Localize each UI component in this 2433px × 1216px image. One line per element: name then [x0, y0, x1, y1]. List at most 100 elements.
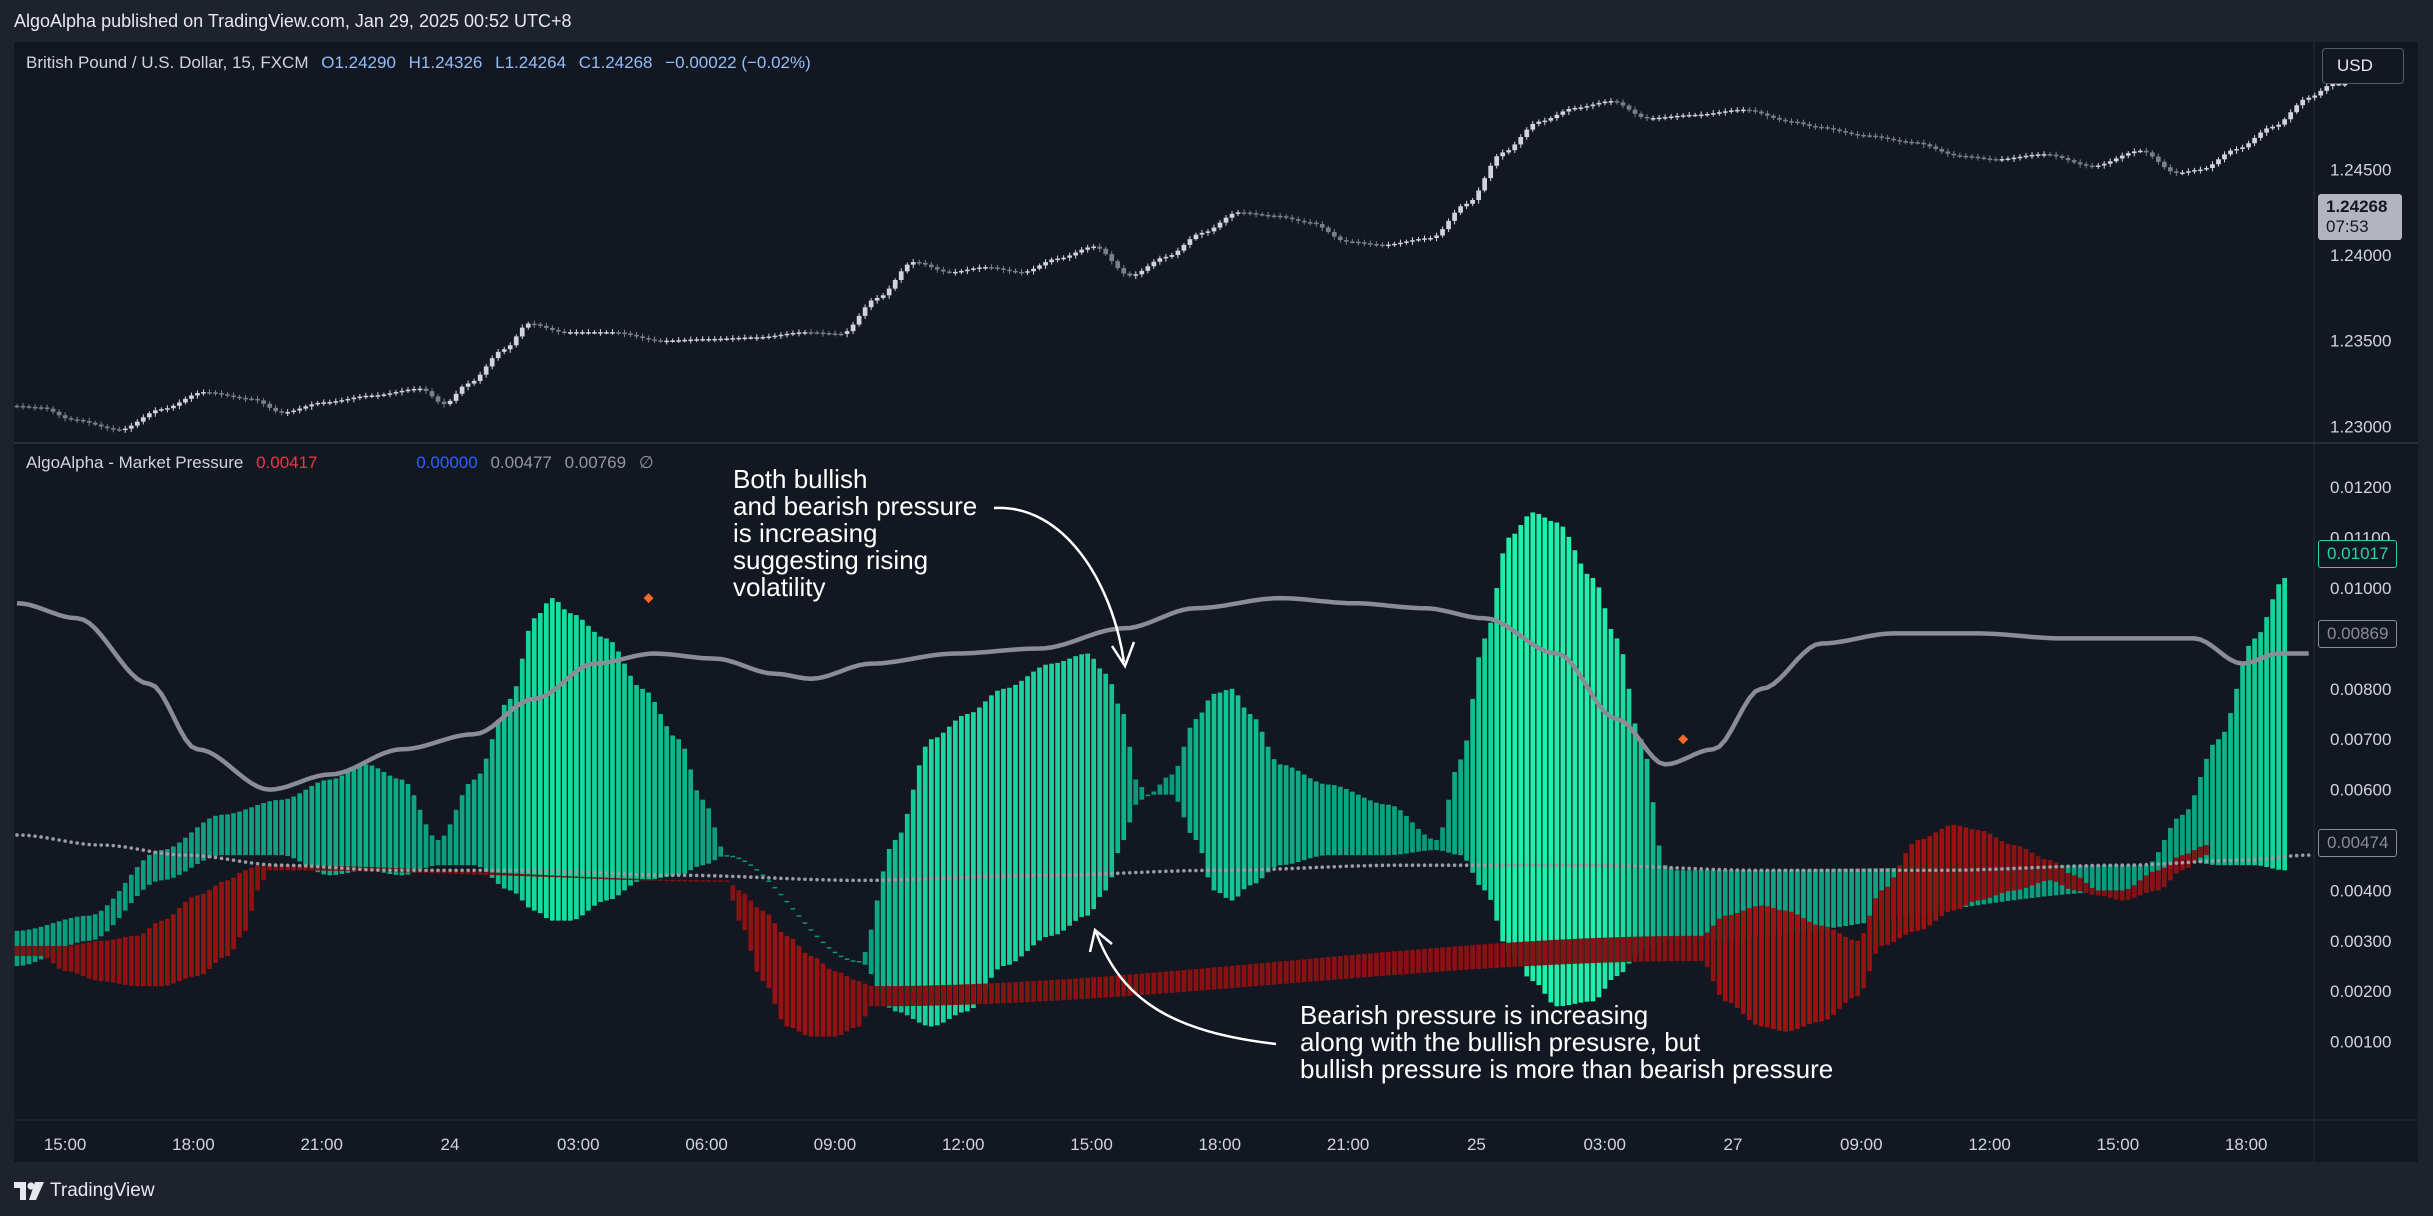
- bullish-bar: [177, 842, 182, 875]
- price-candle: [1614, 99, 1620, 105]
- price-candle: [1374, 241, 1379, 248]
- average-dot: [755, 875, 759, 880]
- bullish-bar: [1596, 587, 1602, 998]
- price-candle: [1813, 123, 1818, 130]
- bearish-bar: [2089, 888, 2095, 895]
- bullish-bar: [465, 784, 471, 866]
- average-dot: [935, 876, 940, 881]
- average-dot: [1440, 863, 1445, 868]
- candle-body: [387, 393, 393, 395]
- bullish-bar: [838, 955, 844, 958]
- bearish-bar: [1680, 935, 1686, 962]
- average-dot: [1392, 863, 1397, 868]
- average-dot: [2096, 863, 2100, 868]
- average-dot: [2222, 858, 2227, 863]
- candle-body: [1277, 215, 1283, 218]
- candle-body: [2234, 149, 2239, 151]
- candle-body: [1343, 240, 1349, 242]
- price-scale[interactable]: 1.245001.240001.235001.230000.012000.011…: [44, 161, 2392, 1154]
- price-candle: [1530, 120, 1536, 133]
- price-candle: [1145, 263, 1151, 274]
- bearish-bar: [1596, 937, 1602, 963]
- candle-body: [1169, 255, 1175, 257]
- candle-body: [724, 338, 730, 340]
- candle-body: [1656, 117, 1662, 120]
- bullish-bar: [2276, 584, 2281, 870]
- price-candle: [886, 285, 892, 299]
- average-dot: [1422, 863, 1427, 868]
- average-dot: [2090, 863, 2094, 868]
- chart-area[interactable]: 1.24500 1.24000 1.23500 1.23000 0.01200 0.011…: [14, 42, 2418, 1162]
- bearish-bar: [291, 865, 297, 871]
- price-candle: [2125, 151, 2131, 159]
- average-dot: [1482, 863, 1487, 868]
- average-dot: [1127, 870, 1132, 875]
- candle-body: [1698, 114, 1704, 117]
- bullish-bar: [622, 663, 627, 891]
- bullish-bar: [1187, 727, 1193, 833]
- price-candle: [1680, 113, 1686, 119]
- tradingview-brand-label: TradingView: [50, 1180, 155, 1201]
- candle-body: [1139, 270, 1145, 275]
- bearish-bar: [513, 873, 519, 876]
- bearish-bar: [44, 945, 50, 959]
- average-dot: [177, 853, 182, 857]
- bearish-bar: [796, 945, 802, 1032]
- price-candle: [2216, 157, 2221, 167]
- price-candle: [1608, 98, 1614, 106]
- price-candle: [1638, 111, 1644, 120]
- average-dot: [352, 867, 356, 871]
- candle-body: [255, 398, 260, 401]
- bullish-bar: [2204, 758, 2209, 864]
- average-dot: [1885, 868, 1890, 873]
- candle-body: [327, 402, 333, 404]
- price-candle: [128, 422, 134, 432]
- signal-marker: [1678, 734, 1689, 745]
- bullish-bar: [2131, 865, 2137, 891]
- average-dot: [57, 838, 61, 842]
- bullish-bar: [471, 779, 477, 866]
- bullish-bar: [56, 921, 62, 951]
- chart-canvas[interactable]: 1.245001.240001.235001.230000.012000.011…: [14, 42, 2418, 1162]
- average-dot: [1861, 868, 1866, 873]
- average-dot: [1759, 868, 1764, 873]
- bearish-bar: [874, 986, 880, 1007]
- average-dot: [1639, 864, 1643, 869]
- tradingview-brand[interactable]: TradingView: [14, 1180, 155, 1202]
- bullish-bar: [110, 898, 116, 926]
- bullish-bar: [1001, 688, 1006, 967]
- bullish-bar: [2137, 865, 2143, 891]
- average-dot: [279, 863, 284, 868]
- price-candle: [1410, 237, 1415, 246]
- price-candle: [1927, 142, 1933, 149]
- bearish-bar: [1542, 940, 1548, 966]
- price-candle: [1025, 269, 1030, 275]
- bullish-bar: [381, 771, 387, 873]
- price-candle: [928, 261, 934, 270]
- bearish-bar: [1578, 938, 1584, 964]
- bullish-bar: [2264, 617, 2269, 867]
- average-dot: [1314, 865, 1319, 870]
- price-scale-label: 1.24500: [2330, 161, 2391, 180]
- average-dot: [2114, 863, 2119, 868]
- candle-body: [1337, 236, 1343, 241]
- bearish-bar: [2174, 857, 2179, 874]
- bearish-bar: [1698, 935, 1704, 961]
- candle-body: [237, 396, 242, 399]
- candle-body: [959, 270, 964, 273]
- price-candle: [1921, 139, 1927, 148]
- currency-button[interactable]: USD: [2322, 48, 2404, 84]
- average-dot: [538, 868, 543, 873]
- bullish-bar: [1265, 746, 1271, 873]
- candle-body: [1879, 136, 1884, 138]
- average-dot: [1079, 872, 1084, 877]
- average-dot: [923, 876, 928, 881]
- average-dot: [333, 865, 338, 870]
- bearish-bar: [243, 870, 248, 931]
- price-candle: [1885, 134, 1891, 142]
- candle-body: [1289, 217, 1295, 220]
- bullish-bar: [2119, 865, 2125, 891]
- candle-body: [333, 401, 339, 403]
- bearish-bar: [195, 895, 200, 977]
- candle-body: [447, 400, 453, 405]
